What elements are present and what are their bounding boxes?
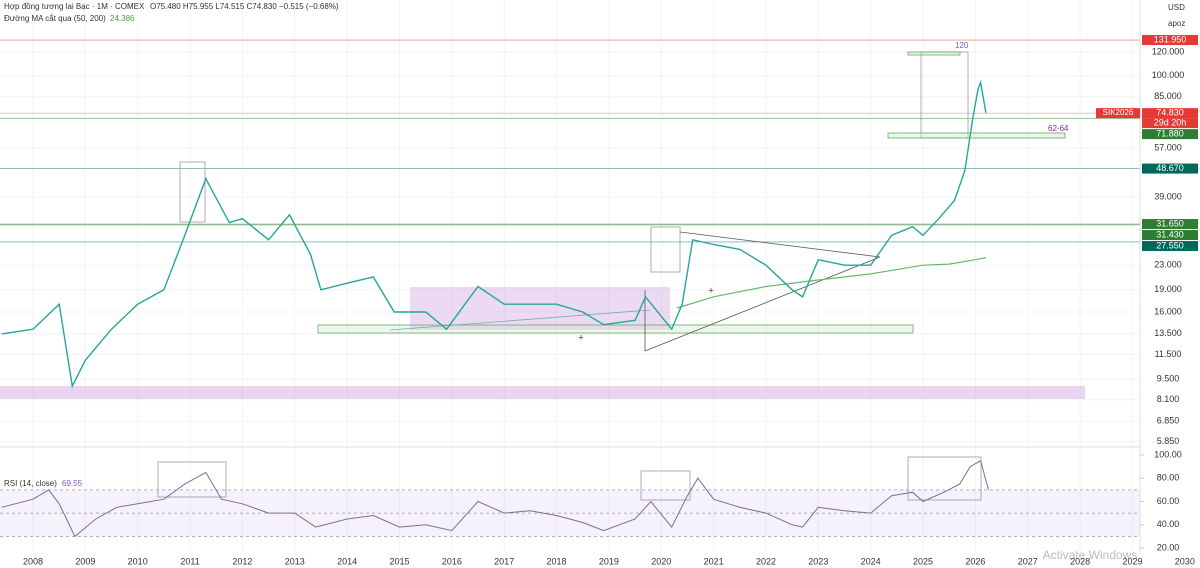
price-line bbox=[1, 79, 987, 389]
rsi-box bbox=[907, 456, 982, 501]
marker: + bbox=[578, 332, 583, 342]
y-tick-label: 8.100 bbox=[1157, 394, 1180, 404]
y-tick-label: 6.850 bbox=[1157, 416, 1180, 426]
x-tick-label: 2022 bbox=[756, 556, 776, 566]
peak-box bbox=[650, 226, 681, 273]
trend-line bbox=[644, 256, 881, 352]
rsi-line bbox=[1, 460, 989, 538]
target-box bbox=[907, 51, 961, 56]
x-tick-label: 2010 bbox=[128, 556, 148, 566]
peak-box bbox=[179, 161, 206, 223]
account: apoz bbox=[1168, 19, 1185, 28]
contract-label: SIK2026 bbox=[1103, 108, 1134, 117]
y-tick-label: 100.000 bbox=[1152, 70, 1185, 80]
x-tick-label: 2011 bbox=[180, 556, 199, 566]
y-tick-label: 11.500 bbox=[1155, 349, 1182, 359]
price-tag-label: 74.830 bbox=[1156, 108, 1184, 118]
x-tick-label: 2017 bbox=[494, 556, 514, 566]
watermark: Activate Windows bbox=[1043, 548, 1138, 562]
price-axis bbox=[1140, 0, 1200, 552]
ma-line bbox=[676, 257, 987, 309]
currency: USD bbox=[1168, 3, 1185, 12]
x-tick-label: 2015 bbox=[389, 556, 409, 566]
x-tick-label: 2027 bbox=[1018, 556, 1038, 566]
x-tick-label: 2024 bbox=[861, 556, 881, 566]
price-tag bbox=[1142, 241, 1198, 252]
y-tick-label: 120.000 bbox=[1152, 47, 1185, 57]
rsi-tick-label: 60.00 bbox=[1157, 496, 1180, 506]
target-box bbox=[887, 132, 1066, 139]
rsi-tick-label: 80.00 bbox=[1157, 473, 1180, 483]
countdown-tag bbox=[1142, 118, 1198, 129]
rsi-last: 69.55 bbox=[62, 479, 83, 488]
rsi-tick-label: 20.00 bbox=[1157, 542, 1180, 552]
x-tick-label: 2026 bbox=[965, 556, 985, 566]
rsi-tick-label: 40.00 bbox=[1157, 519, 1180, 529]
rsi-box bbox=[640, 470, 691, 501]
x-tick-label: 2013 bbox=[285, 556, 305, 566]
y-tick-label: 85.000 bbox=[1154, 91, 1182, 101]
countdown-label: 29d 20h bbox=[1154, 118, 1187, 128]
y-tick-label: 57.000 bbox=[1154, 143, 1182, 153]
indicator-value: 24.386 bbox=[110, 14, 135, 23]
price-tag-label: 48.670 bbox=[1156, 163, 1184, 173]
price-tag-label: 31.650 bbox=[1156, 218, 1184, 228]
price-tag-label: 31.430 bbox=[1156, 229, 1184, 239]
x-tick-label: 2023 bbox=[808, 556, 828, 566]
price-tag bbox=[1142, 108, 1198, 119]
x-tick-label: 2028 bbox=[1070, 556, 1090, 566]
rsi-tick-label: 100.00 bbox=[1154, 449, 1182, 459]
price-tag bbox=[1142, 230, 1198, 241]
price-tag-label: 71.880 bbox=[1156, 129, 1184, 139]
x-tick-label: 2008 bbox=[23, 556, 43, 566]
price-tag bbox=[1142, 129, 1198, 140]
x-tick-label: 2021 bbox=[704, 556, 724, 566]
annotation: 120 bbox=[955, 41, 969, 50]
symbol: Hợp đồng tương lai Bạc · 1M · COMEX bbox=[4, 2, 145, 11]
marker: + bbox=[708, 285, 713, 295]
x-tick-label: 2018 bbox=[547, 556, 567, 566]
support-band bbox=[0, 386, 1085, 399]
trend-line bbox=[679, 231, 881, 258]
y-tick-label: 19.000 bbox=[1154, 284, 1182, 294]
y-tick-label: 16.000 bbox=[1154, 306, 1182, 316]
price-tag bbox=[1142, 219, 1198, 230]
y-tick-label: 13.500 bbox=[1154, 328, 1182, 338]
rsi-box bbox=[157, 461, 227, 498]
price-tag bbox=[1142, 35, 1198, 46]
x-tick-label: 2029 bbox=[1122, 556, 1142, 566]
x-tick-label: 2025 bbox=[913, 556, 933, 566]
x-tick-label: 2012 bbox=[232, 556, 252, 566]
support-box bbox=[317, 324, 914, 334]
y-tick-label: 5.850 bbox=[1157, 436, 1180, 446]
indicator: Đường MA cắt qua (50, 200) bbox=[4, 14, 106, 23]
price-tag-label: 131.950 bbox=[1154, 34, 1187, 44]
contract-tag bbox=[1096, 108, 1140, 119]
y-tick-label: 39.000 bbox=[1154, 192, 1182, 202]
annotation: 62-64 bbox=[1048, 124, 1069, 133]
range-box bbox=[410, 287, 670, 330]
x-tick-label: 2014 bbox=[337, 556, 357, 566]
x-tick-label: 2009 bbox=[75, 556, 95, 566]
price-tag bbox=[1142, 163, 1198, 174]
rsi-title: RSI (14, close) bbox=[4, 479, 57, 488]
ohlc: O75.480 H75.955 L74.515 C74.830 −0.515 (… bbox=[150, 2, 339, 11]
drawings: + + bbox=[0, 0, 1200, 552]
x-tick-label: 2020 bbox=[651, 556, 671, 566]
y-tick-label: 23.000 bbox=[1154, 260, 1182, 270]
x-tick-label: 2019 bbox=[599, 556, 619, 566]
y-tick-label: 9.500 bbox=[1157, 374, 1180, 384]
trend-line bbox=[389, 309, 651, 331]
x-tick-label: 2016 bbox=[442, 556, 462, 566]
price-tag-label: 27.550 bbox=[1156, 240, 1184, 250]
x-tick-label: 2030 bbox=[1175, 556, 1195, 566]
